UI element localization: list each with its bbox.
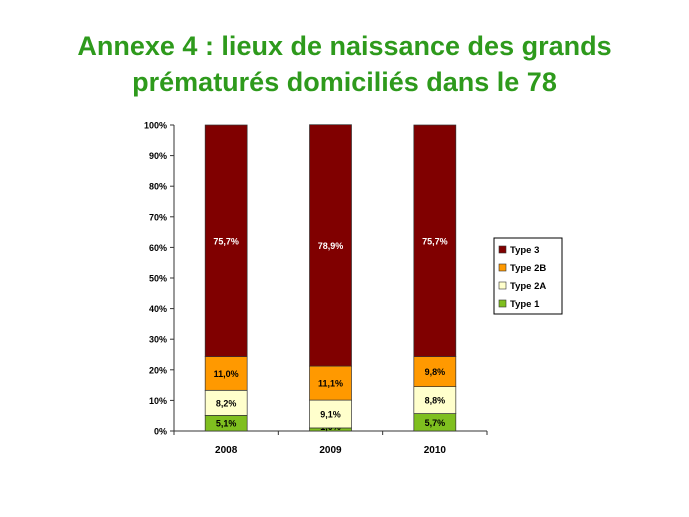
x-tick-label: 2008 bbox=[215, 445, 238, 456]
y-tick-label: 0% bbox=[154, 427, 167, 437]
bar-segment bbox=[204, 124, 248, 357]
legend-label: Type 2B bbox=[510, 263, 546, 274]
legend-swatch bbox=[498, 245, 507, 254]
y-tick-label: 20% bbox=[149, 365, 167, 375]
data-label: 75,7% bbox=[422, 236, 448, 246]
data-label: 5,1% bbox=[216, 419, 237, 429]
data-label: 9,8% bbox=[425, 367, 446, 377]
data-label: 9,1% bbox=[320, 410, 341, 420]
legend-label: Type 3 bbox=[510, 245, 539, 256]
slide-title: Annexe 4 : lieux de naissance des grands… bbox=[0, 28, 689, 100]
bar-segment bbox=[413, 124, 457, 357]
y-tick-label: 40% bbox=[149, 304, 167, 314]
y-tick-label: 90% bbox=[149, 151, 167, 161]
y-tick-label: 30% bbox=[149, 335, 167, 345]
data-label: 5,7% bbox=[425, 418, 446, 428]
y-tick-label: 60% bbox=[149, 243, 167, 253]
legend-swatch bbox=[498, 263, 507, 272]
data-label: 11,1% bbox=[318, 379, 343, 389]
bar-segment bbox=[204, 356, 248, 391]
data-label: 11,0% bbox=[214, 369, 239, 379]
bar-segment bbox=[309, 365, 352, 401]
bar-segment bbox=[309, 124, 352, 367]
data-label: 8,8% bbox=[425, 396, 446, 406]
data-label: 78,9% bbox=[318, 241, 344, 251]
y-tick-label: 50% bbox=[149, 274, 167, 284]
bar-segment bbox=[413, 386, 457, 414]
y-tick-label: 70% bbox=[149, 212, 167, 222]
legend-swatch bbox=[498, 299, 507, 308]
y-tick-label: 80% bbox=[149, 182, 167, 192]
y-tick-label: 100% bbox=[144, 121, 167, 131]
legend-swatch bbox=[498, 281, 507, 290]
bar-segment bbox=[204, 389, 248, 416]
legend-label: Type 2A bbox=[510, 281, 546, 292]
data-label: 8,2% bbox=[216, 398, 237, 408]
bar-segment bbox=[413, 356, 457, 387]
x-tick-label: 2009 bbox=[319, 445, 342, 456]
title-line-1: Annexe 4 : lieux de naissance des grands bbox=[77, 31, 612, 61]
y-tick-label: 10% bbox=[149, 396, 167, 406]
data-label: 75,7% bbox=[213, 236, 239, 246]
title-line-2: prématurés domiciliés dans le 78 bbox=[132, 67, 557, 97]
legend-label: Type 1 bbox=[510, 299, 540, 310]
x-tick-label: 2010 bbox=[424, 445, 447, 456]
